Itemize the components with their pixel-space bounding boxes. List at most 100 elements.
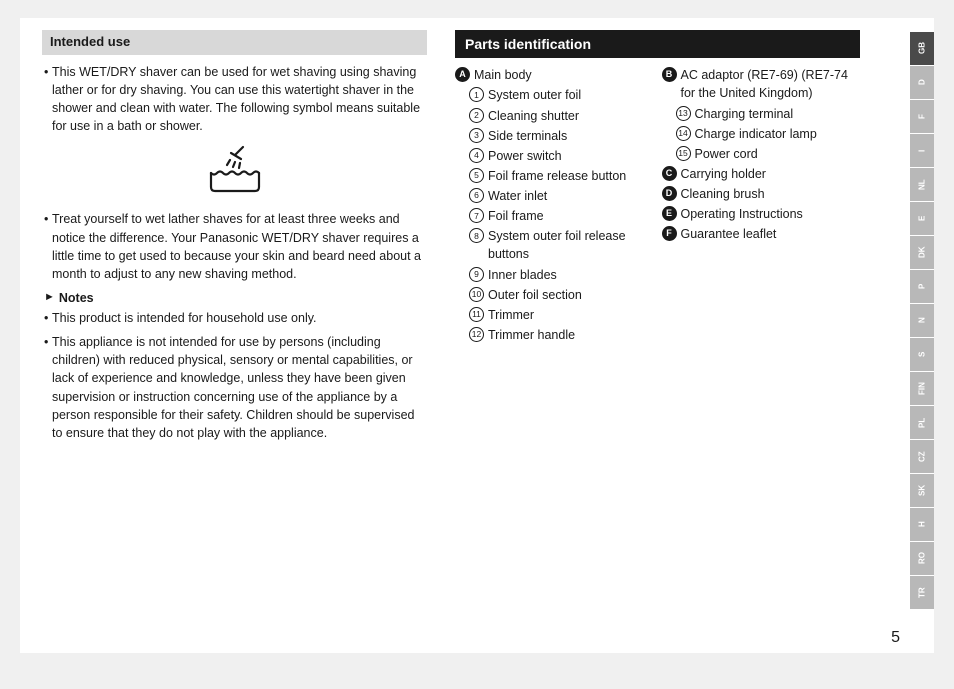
paragraph-1: • This WET/DRY shaver can be used for we… bbox=[42, 63, 427, 136]
parts-list: A Main body 1 System outer foil 2 Cleaning sh… bbox=[455, 66, 860, 346]
lang-tab-i[interactable]: I bbox=[910, 134, 934, 167]
part-item: 4Power switch bbox=[455, 147, 654, 165]
lang-tab-n[interactable]: N bbox=[910, 304, 934, 337]
part-item: E Operating Instructions bbox=[662, 205, 861, 223]
paragraph-1-text: This WET/DRY shaver can be used for wet … bbox=[52, 63, 427, 136]
part-item: B AC adaptor (RE7-69) (RE7-74 for the Uni… bbox=[662, 66, 861, 102]
letter-marker: B bbox=[662, 67, 677, 82]
number-marker: 12 bbox=[469, 327, 484, 342]
lang-tab-sk[interactable]: SK bbox=[910, 474, 934, 507]
part-item: 9Inner blades bbox=[455, 266, 654, 284]
part-item: 14 Charge indicator lamp bbox=[662, 125, 861, 143]
part-item: 3Side terminals bbox=[455, 127, 654, 145]
part-text: Water inlet bbox=[488, 187, 654, 205]
lang-tab-h[interactable]: H bbox=[910, 508, 934, 541]
intended-use-header: Intended use bbox=[42, 30, 427, 55]
lang-tab-dk[interactable]: DK bbox=[910, 236, 934, 269]
number-marker: 5 bbox=[469, 168, 484, 183]
number-marker: 3 bbox=[469, 128, 484, 143]
part-text: System outer foil release buttons bbox=[488, 227, 654, 263]
part-text: Power switch bbox=[488, 147, 654, 165]
part-text: Cleaning brush bbox=[681, 185, 861, 203]
part-item: C Carrying holder bbox=[662, 165, 861, 183]
notes-heading: ► Notes bbox=[44, 289, 427, 307]
language-tabs: GBDFINLEDKPNSFINPLCZSKHROTR bbox=[910, 32, 934, 610]
note-2: • This appliance is not intended for use… bbox=[42, 333, 427, 442]
part-text: Operating Instructions bbox=[681, 205, 861, 223]
part-item: D Cleaning brush bbox=[662, 185, 861, 203]
manual-page: Intended use • This WET/DRY shaver can b… bbox=[20, 18, 934, 653]
lang-tab-ro[interactable]: RO bbox=[910, 542, 934, 575]
part-text: Cleaning shutter bbox=[488, 107, 654, 125]
number-marker: 8 bbox=[469, 228, 484, 243]
part-text: Foil frame release button bbox=[488, 167, 654, 185]
number-marker: 11 bbox=[469, 307, 484, 322]
note-2-text: This appliance is not intended for use b… bbox=[52, 333, 427, 442]
part-text: Trimmer bbox=[488, 306, 654, 324]
number-marker: 14 bbox=[676, 126, 691, 141]
part-item: F Guarantee leaflet bbox=[662, 225, 861, 243]
part-item: 5 Foil frame release button bbox=[455, 167, 654, 185]
lang-tab-e[interactable]: E bbox=[910, 202, 934, 235]
part-item: A Main body bbox=[455, 66, 654, 84]
lang-tab-d[interactable]: D bbox=[910, 66, 934, 99]
page-number: 5 bbox=[891, 629, 900, 647]
parts-id-header: Parts identification bbox=[455, 30, 860, 58]
part-item: 1 System outer foil bbox=[455, 86, 654, 104]
number-marker: 7 bbox=[469, 208, 484, 223]
part-text: Carrying holder bbox=[681, 165, 861, 183]
number-marker: 1 bbox=[469, 87, 484, 102]
lang-tab-nl[interactable]: NL bbox=[910, 168, 934, 201]
part-text: Power cord bbox=[695, 145, 861, 163]
part-text: Trimmer handle bbox=[488, 326, 654, 344]
part-item: 8 System outer foil release buttons bbox=[455, 227, 654, 263]
parts-column-2: B AC adaptor (RE7-69) (RE7-74 for the Uni… bbox=[662, 66, 861, 346]
letter-marker: D bbox=[662, 186, 677, 201]
bullet-icon: • bbox=[42, 210, 52, 283]
part-item: 15 Power cord bbox=[662, 145, 861, 163]
paragraph-2-text: Treat yourself to wet lather shaves for … bbox=[52, 210, 427, 283]
notes-label: Notes bbox=[59, 289, 94, 307]
part-text: Charging terminal bbox=[695, 105, 861, 123]
number-marker: 6 bbox=[469, 188, 484, 203]
part-text: AC adaptor (RE7-69) (RE7-74 for the Unit… bbox=[681, 66, 861, 102]
part-item: 2 Cleaning shutter bbox=[455, 107, 654, 125]
lang-tab-tr[interactable]: TR bbox=[910, 576, 934, 609]
paragraph-2: • Treat yourself to wet lather shaves fo… bbox=[42, 210, 427, 283]
letter-marker: F bbox=[662, 226, 677, 241]
arrow-icon: ► bbox=[44, 290, 55, 306]
number-marker: 13 bbox=[676, 106, 691, 121]
letter-marker: A bbox=[455, 67, 470, 82]
part-text: System outer foil bbox=[488, 86, 654, 104]
letter-marker: E bbox=[662, 206, 677, 221]
lang-tab-pl[interactable]: PL bbox=[910, 406, 934, 439]
number-marker: 15 bbox=[676, 146, 691, 161]
bath-shower-icon bbox=[42, 145, 427, 198]
right-column: Parts identification A Main body 1 System o… bbox=[445, 18, 870, 653]
bullet-icon: • bbox=[42, 63, 52, 136]
note-1: • This product is intended for household… bbox=[42, 309, 427, 327]
number-marker: 10 bbox=[469, 287, 484, 302]
lang-tab-s[interactable]: S bbox=[910, 338, 934, 371]
part-text: Main body bbox=[474, 66, 654, 84]
part-text: Inner blades bbox=[488, 266, 654, 284]
part-item: 6 Water inlet bbox=[455, 187, 654, 205]
note-1-text: This product is intended for household u… bbox=[52, 309, 427, 327]
lang-tab-gb[interactable]: GB bbox=[910, 32, 934, 65]
part-item: 13 Charging terminal bbox=[662, 105, 861, 123]
part-item: 12 Trimmer handle bbox=[455, 326, 654, 344]
letter-marker: C bbox=[662, 166, 677, 181]
lang-tab-p[interactable]: P bbox=[910, 270, 934, 303]
lang-tab-cz[interactable]: CZ bbox=[910, 440, 934, 473]
part-item: 7 Foil frame bbox=[455, 207, 654, 225]
part-text: Charge indicator lamp bbox=[695, 125, 861, 143]
part-text: Foil frame bbox=[488, 207, 654, 225]
lang-tab-fin[interactable]: FIN bbox=[910, 372, 934, 405]
number-marker: 2 bbox=[469, 108, 484, 123]
left-column: Intended use • This WET/DRY shaver can b… bbox=[20, 18, 445, 653]
part-text: Outer foil section bbox=[488, 286, 654, 304]
part-item: 11 Trimmer bbox=[455, 306, 654, 324]
parts-column-1: A Main body 1 System outer foil 2 Cleaning sh… bbox=[455, 66, 654, 346]
lang-tab-f[interactable]: F bbox=[910, 100, 934, 133]
part-text: Guarantee leaflet bbox=[681, 225, 861, 243]
